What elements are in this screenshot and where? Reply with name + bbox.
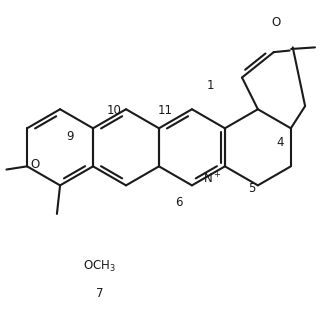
Text: 1: 1 — [207, 79, 214, 92]
Text: 5: 5 — [248, 182, 256, 195]
Text: 7: 7 — [96, 287, 103, 300]
Text: 6: 6 — [175, 196, 183, 209]
Text: OCH$_3$: OCH$_3$ — [83, 259, 116, 274]
Text: O: O — [271, 15, 280, 28]
Text: 9: 9 — [66, 130, 73, 143]
Text: 10: 10 — [107, 104, 122, 117]
Text: N$^+$: N$^+$ — [203, 172, 221, 187]
Text: 11: 11 — [157, 104, 172, 117]
Text: 4: 4 — [277, 136, 284, 149]
Text: O: O — [30, 158, 39, 171]
